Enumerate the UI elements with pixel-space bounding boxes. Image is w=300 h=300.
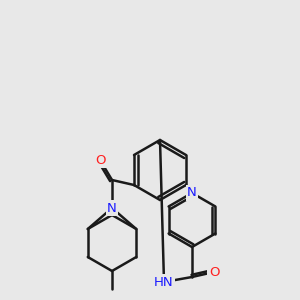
Text: N: N (107, 202, 117, 214)
Text: O: O (209, 266, 219, 278)
Text: N: N (187, 187, 197, 200)
Text: HN: HN (154, 275, 174, 289)
Text: O: O (95, 154, 105, 166)
